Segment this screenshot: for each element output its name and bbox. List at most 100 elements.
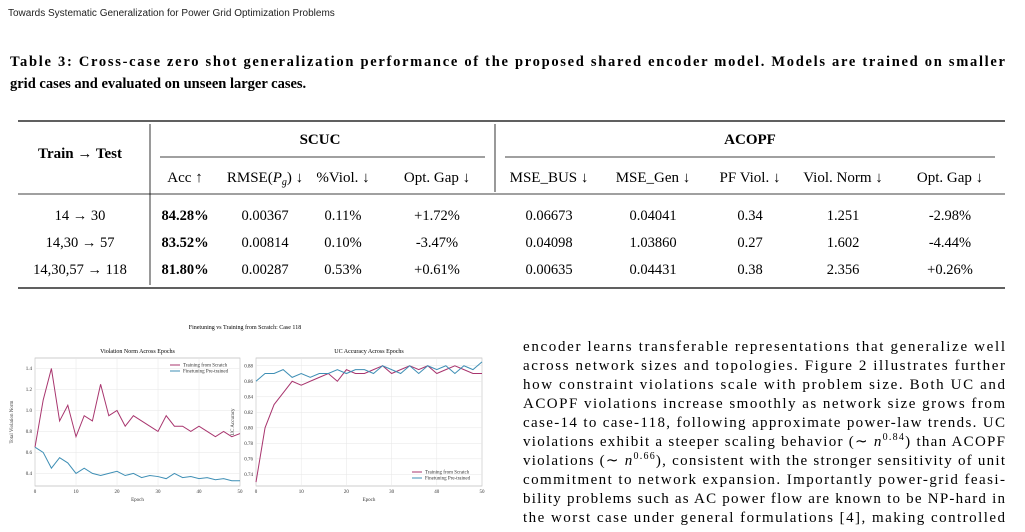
x-tick-label: 40 [434,490,440,495]
text: ) ↓ [287,170,303,186]
text: violations (∼ [523,453,623,469]
row-header: Train → Test [38,146,122,162]
y-tick-label: 1.2 [26,388,33,393]
cell: 0.53% [324,262,361,278]
x-tick-label: 50 [480,490,486,495]
body-text: encoder learns transferable representati… [523,339,1006,526]
line: violations exhibit a steeper scaling beh… [523,432,1005,450]
y-tick-label: 0.86 [244,380,253,385]
group-header: ACOPF [724,132,776,148]
text: n [625,453,633,469]
cell: 0.00367 [241,208,288,224]
column-header: Opt. Gap ↓ [404,170,470,186]
legend-label: Finetuning Pre-trained [425,477,471,482]
cell: 84.28% [161,208,208,224]
x-tick-label: 30 [389,490,395,495]
cell: +0.26% [927,262,973,278]
x-tick-label: 10 [74,490,80,495]
cell: 81.80% [161,262,208,278]
column-header: PF Viol. ↓ [720,170,781,186]
y-tick-label: 0.78 [244,442,253,447]
caption: Table 3: Cross-case zero shot generaliza… [10,54,1006,70]
cell: 0.34 [737,208,763,224]
cell: 0.11% [325,208,362,224]
cell: 14 → 30 [55,208,106,224]
x-axis-label: Epoch [131,498,144,503]
cell: 14,30 → 57 [46,235,115,251]
cell: 0.04041 [629,208,676,224]
cell: 83.52% [161,235,208,251]
line-series [255,361,483,382]
line: case-14 to case-118, following approxima… [523,415,1005,431]
x-tick-label: 30 [156,490,162,495]
cell: -3.47% [416,235,458,251]
cell: 0.04098 [525,235,572,251]
caption: grid cases and evaluated on unseen large… [10,76,306,92]
y-tick-label: 0.4 [26,472,33,477]
plot-area [34,357,241,487]
x-tick-label: 20 [344,490,350,495]
y-tick-label: 0.80 [244,426,253,431]
text: 0.84 [883,432,904,443]
text: 0.66 [633,451,654,462]
y-tick-label: 0.84 [244,395,253,400]
y-tick-label: 0.82 [244,411,253,416]
y-tick-label: 0.74 [244,473,253,478]
column-header: Viol. Norm ↓ [803,170,883,186]
cell: 0.00635 [525,262,572,278]
text: ), consistent with the stronger sensitiv… [656,453,1006,469]
line: how constraint violations scale with pro… [523,377,1006,393]
text: g [282,177,287,188]
x-tick-label: 20 [115,490,121,495]
column-header: Acc ↑ [167,170,202,186]
line: ACOPF violations increase smoothly as ne… [523,396,1005,412]
x-tick-label: 0 [255,490,258,495]
cell: 0.38 [737,262,762,278]
line: encoder learns transferable representati… [523,339,1005,355]
line: the worst case under general formulation… [523,510,1006,526]
cell: 0.27 [737,235,762,251]
cell: -4.44% [929,235,971,251]
column-header: Opt. Gap ↓ [917,170,983,186]
y-tick-label: 1.4 [26,367,33,372]
chart-title: Violation Norm Across Epochs [100,349,175,355]
text: n [874,434,882,450]
legend-label: Training from Scratch [425,471,470,476]
group-header: SCUC [300,132,341,148]
line: violations (∼ n0.66), consistent with th… [523,451,1006,469]
line: bility problems such as AC power flow ar… [523,491,1006,507]
legend-label: Finetuning Pre-trained [183,370,229,375]
y-tick-label: 0.8 [26,430,33,435]
chart-title: UC Accuracy Across Epochs [334,349,404,355]
cell: 0.00287 [241,262,288,278]
text: ) than ACOPF [905,434,1005,450]
cell: 14,30,57 → 118 [33,262,127,278]
text: P [272,170,282,186]
plot-area [255,357,483,487]
cell: 1.251 [827,208,860,224]
cell: 2.356 [827,262,860,278]
column-header: RMSE(Pg) ↓ [227,170,303,188]
cell: +1.72% [414,208,460,224]
text: violations exhibit a steeper scaling beh… [523,434,873,450]
column-header: %Viol. ↓ [316,170,369,186]
cell: 0.00814 [241,235,289,251]
figure-title: Finetuning vs Training from Scratch: Cas… [189,324,301,331]
y-axis-label: Total Violation Norm [10,400,15,443]
cell: +0.61% [414,262,460,278]
table: Train → Test SCUC ACOPF RMSE(Pg) ↓ [18,120,1005,289]
cell: 0.10% [324,235,361,251]
x-tick-label: 10 [299,490,305,495]
cell: 0.06673 [525,208,572,224]
column-header: MSE_Gen ↓ [616,170,691,186]
y-tick-label: 0.76 [244,457,253,462]
cell: 1.03860 [629,235,676,251]
cell: 0.04431 [629,262,676,278]
cell: -2.98% [929,208,971,224]
running-header: Towards Systematic Generalization for Po… [8,8,335,19]
x-tick-label: 40 [197,490,203,495]
y-axis-label: UC Accuracy [231,408,236,436]
x-tick-label: 0 [34,490,37,495]
text: RMSE( [227,170,273,186]
